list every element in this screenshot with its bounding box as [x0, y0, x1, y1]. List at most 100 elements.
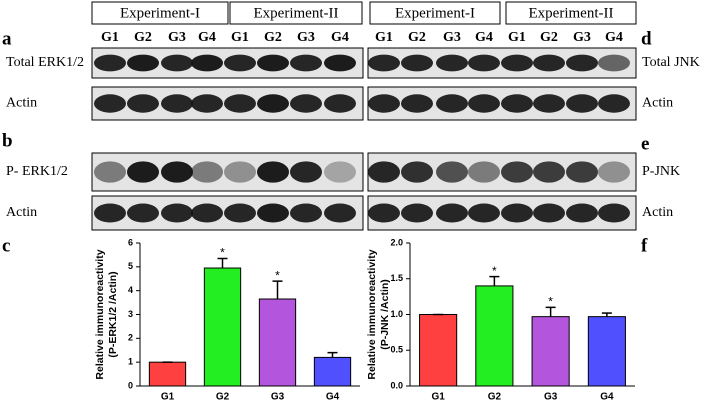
blot-band [468, 54, 500, 72]
blot-band [501, 54, 533, 72]
y-tick-label: 0.5 [390, 345, 403, 355]
lane-label: G3 [168, 30, 186, 45]
blot-band [224, 54, 256, 72]
blot-band [257, 203, 289, 223]
lane-label: G4 [198, 30, 216, 45]
blot-label: Total ERK1/2 [6, 55, 84, 70]
panel-letter: a [2, 28, 12, 49]
bar [531, 316, 570, 387]
y-axis-label: (P-ERK1/2 /Actin) [107, 271, 119, 357]
header-box [369, 1, 501, 25]
bar [475, 285, 514, 387]
blot-band [598, 94, 630, 113]
x-tick-label: G1 [431, 392, 445, 403]
blot-band [191, 203, 223, 223]
blot-band [401, 94, 433, 113]
blot-band [368, 54, 400, 72]
y-tick-label: 5 [128, 261, 133, 271]
blot-band [566, 94, 598, 113]
bar [258, 298, 297, 387]
blot-band [191, 54, 223, 72]
lane-label: G3 [297, 30, 315, 45]
lane-label: G3 [443, 30, 461, 45]
blot-band [436, 203, 468, 223]
blot-band [161, 94, 193, 113]
blot-band [566, 161, 598, 183]
blot-band [501, 203, 533, 223]
blot-band [468, 161, 500, 183]
x-tick-label: G3 [544, 392, 558, 403]
y-axis-label: Relative immunoreactivity [366, 249, 378, 379]
lane-label: G1 [231, 30, 249, 45]
y-tick-label: 6 [128, 237, 133, 247]
y-tick-label: 2.0 [390, 237, 403, 247]
lane-label: G2 [264, 30, 282, 45]
blot-band [401, 203, 433, 223]
blot-label: Actin [6, 205, 37, 220]
panel-letter: b [2, 130, 13, 151]
lane-label: G4 [331, 30, 349, 45]
blot-band [533, 203, 565, 223]
blot-label: Actin [642, 205, 673, 220]
blot-band [468, 94, 500, 113]
header-label: Experiment-I [395, 5, 475, 21]
significance-marker: * [275, 268, 280, 282]
x-tick-label: G3 [271, 392, 285, 403]
blot-band [598, 203, 630, 223]
blot-band [224, 161, 256, 183]
blot-band [566, 54, 598, 72]
blot-band [257, 54, 289, 72]
y-axis-label: (P-JNK /Actin) [379, 279, 391, 350]
y-axis-label: Relative immunoreactivity [94, 249, 106, 379]
blot-band [161, 203, 193, 223]
panel-letter: d [641, 28, 652, 49]
blot-band [368, 203, 400, 223]
blot-band [94, 54, 126, 72]
blot-band [436, 161, 468, 183]
y-tick-label: 0 [128, 380, 133, 390]
blot-band [257, 161, 289, 183]
blot-label: Total JNK [642, 55, 700, 70]
bar [419, 314, 458, 387]
blot-band [533, 54, 565, 72]
blot-band [324, 94, 356, 113]
blot-band [224, 203, 256, 223]
blot-band [501, 161, 533, 183]
lane-label: G2 [540, 30, 558, 45]
blot-band [324, 203, 356, 223]
x-tick-label: G2 [216, 392, 230, 403]
blot-band [401, 161, 433, 183]
header-label: Experiment-II [529, 5, 614, 21]
blot-band [566, 203, 598, 223]
blot-label: Actin [642, 96, 673, 111]
blot-band [501, 94, 533, 113]
panel-letter: e [641, 133, 649, 154]
lane-label: G4 [605, 30, 623, 45]
lane-label: G2 [408, 30, 426, 45]
significance-marker: * [548, 295, 553, 309]
x-tick-label: G4 [326, 392, 340, 403]
y-tick-label: 2 [128, 333, 133, 343]
significance-marker: * [220, 246, 225, 260]
blot-band [127, 203, 159, 223]
blot-label: P- ERK1/2 [6, 164, 68, 179]
blot-band [368, 94, 400, 113]
blot-band [191, 161, 223, 183]
header-label: Experiment-II [254, 5, 339, 21]
blot-band [290, 203, 322, 223]
y-tick-label: 3 [128, 309, 133, 319]
blot-band [224, 94, 256, 113]
y-tick-label: 4 [128, 285, 133, 295]
header-box [91, 1, 229, 25]
blot-band [533, 94, 565, 113]
blot-band [127, 54, 159, 72]
bar [587, 316, 626, 387]
y-tick-label: 1 [128, 357, 133, 367]
x-tick-label: G4 [600, 392, 614, 403]
header-box [229, 1, 363, 25]
blot-band [324, 161, 356, 183]
blot-band [436, 94, 468, 113]
lane-label: G1 [101, 30, 119, 45]
blot-band [436, 54, 468, 72]
